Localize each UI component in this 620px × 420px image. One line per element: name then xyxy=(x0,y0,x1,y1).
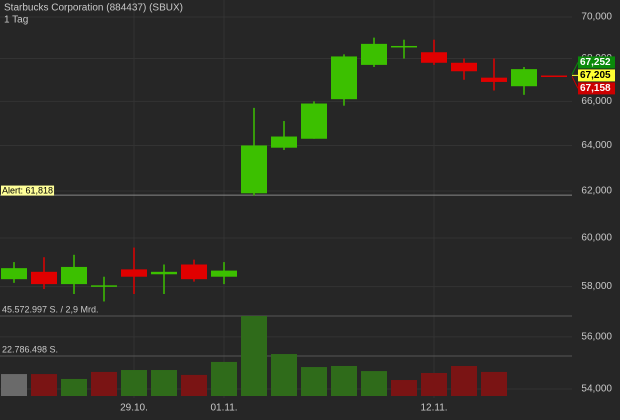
price-tag-bg xyxy=(578,82,615,95)
price-tag-label: 67,252 xyxy=(580,57,611,68)
volume-bar xyxy=(301,367,327,396)
volume-bar xyxy=(331,365,357,396)
volume-bar xyxy=(121,370,147,396)
candle-body xyxy=(421,52,447,63)
x-tick-label: 29.10. xyxy=(120,403,148,414)
volume-bar xyxy=(481,371,507,396)
volume-bar xyxy=(91,371,117,396)
x-tick-label: 12.11. xyxy=(420,403,447,414)
candle-body xyxy=(211,270,237,277)
y-tick-label: 54,000 xyxy=(581,384,612,395)
price-tag-bg xyxy=(578,69,615,82)
candle-body xyxy=(511,69,537,87)
volume-bar xyxy=(391,380,417,396)
volume-bar xyxy=(271,354,297,396)
candle-body xyxy=(241,145,267,194)
price-tag-bg xyxy=(578,56,615,69)
volume-bar xyxy=(421,373,447,396)
candle-body xyxy=(121,269,147,277)
y-tick-label: 56,000 xyxy=(581,332,612,343)
volume-bar xyxy=(241,316,267,396)
candle-body xyxy=(61,266,87,285)
volume-bar xyxy=(31,374,57,396)
y-tick-label: 70,000 xyxy=(581,12,612,23)
volume-bar xyxy=(361,371,387,396)
candle-body xyxy=(151,271,177,275)
y-tick-label: 66,000 xyxy=(581,96,612,107)
candle-body xyxy=(271,136,297,148)
candle-body xyxy=(91,285,117,287)
alert-label: Alert: 61,818 xyxy=(2,186,53,196)
candle-body xyxy=(31,271,57,285)
y-tick-label: 64,000 xyxy=(581,140,612,151)
candle-body xyxy=(331,56,357,100)
candle-body xyxy=(481,77,507,82)
y-tick-label: 58,000 xyxy=(581,281,612,292)
y-tick-label: 60,000 xyxy=(581,233,612,244)
candle-body xyxy=(391,45,417,48)
x-tick-label: 01.11. xyxy=(210,403,237,414)
price-tag-tick xyxy=(571,76,579,89)
chart-title: Starbucks Corporation (884437) (SBUX) xyxy=(4,3,183,14)
chart-subtitle: 1 Tag xyxy=(4,15,28,26)
candle-body xyxy=(181,264,207,280)
y-tick-label: 62,000 xyxy=(581,186,612,197)
volume-tick-label: 22.786.498 S. xyxy=(2,344,58,354)
volume-bar xyxy=(451,365,477,396)
volume-tick-label: 45.572.997 S. / 2,9 Mrd. xyxy=(2,304,99,314)
price-tag-label: 67,158 xyxy=(580,83,611,94)
candle-body xyxy=(541,75,567,78)
candle-body xyxy=(1,268,27,280)
price-tag-tick xyxy=(571,62,579,75)
price-tag-label: 67,205 xyxy=(580,70,611,81)
volume-bar xyxy=(61,378,87,396)
candle-body xyxy=(451,62,477,72)
volume-bar xyxy=(211,361,237,396)
volume-bar xyxy=(151,370,177,396)
alert-label-bg xyxy=(1,185,55,196)
volume-bar xyxy=(1,374,27,396)
volume-bar xyxy=(181,374,207,396)
candle-body xyxy=(361,43,387,65)
candle-body xyxy=(301,103,327,139)
